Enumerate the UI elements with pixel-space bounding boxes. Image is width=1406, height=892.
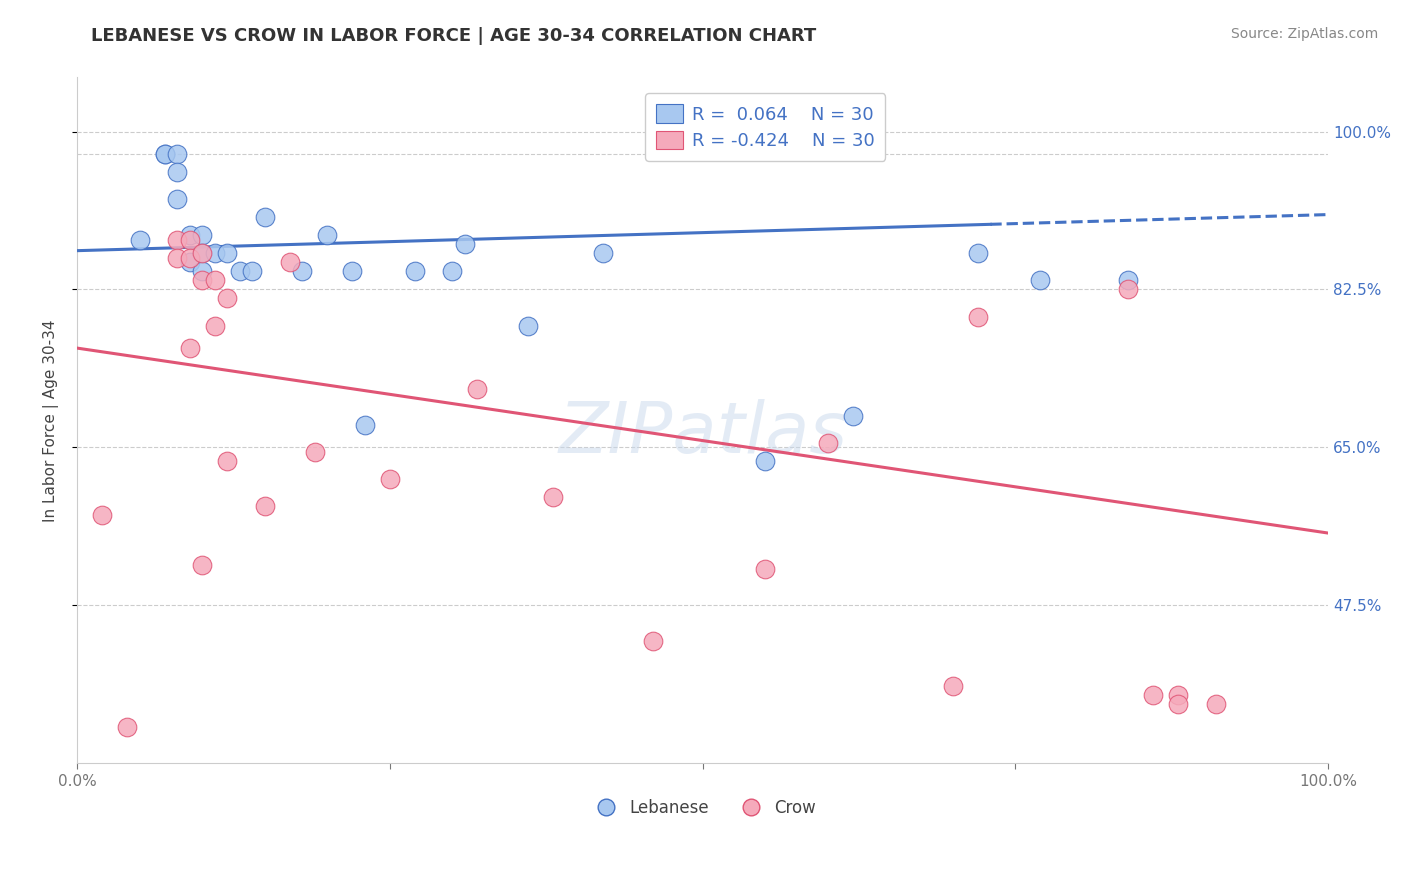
Point: [1167, 689, 1189, 703]
Point: [1116, 273, 1139, 287]
Point: [966, 246, 988, 260]
Point: [217, 246, 239, 260]
Point: [842, 409, 865, 423]
Point: [191, 228, 214, 243]
Point: [204, 318, 226, 333]
Point: [179, 251, 201, 265]
Point: [191, 246, 214, 260]
Point: [179, 228, 201, 243]
Point: [1116, 283, 1139, 297]
Point: [278, 255, 301, 269]
Point: [204, 273, 226, 287]
Point: [291, 264, 314, 278]
Point: [166, 251, 188, 265]
Point: [304, 445, 326, 459]
Point: [754, 562, 776, 576]
Point: [441, 264, 464, 278]
Point: [217, 292, 239, 306]
Point: [342, 264, 364, 278]
Point: [128, 233, 150, 247]
Point: [153, 147, 176, 161]
Point: [942, 680, 965, 694]
Point: [166, 147, 188, 161]
Point: [229, 264, 252, 278]
Point: [91, 508, 114, 522]
Point: [404, 264, 426, 278]
Point: [166, 165, 188, 179]
Point: [191, 264, 214, 278]
Point: [316, 228, 339, 243]
Point: [217, 454, 239, 468]
Point: [454, 237, 477, 252]
Point: [354, 417, 377, 432]
Point: [191, 246, 214, 260]
Point: [378, 472, 401, 486]
Point: [516, 318, 538, 333]
Point: [541, 490, 564, 504]
Point: [115, 720, 138, 734]
Point: [191, 558, 214, 572]
Point: [240, 264, 263, 278]
Text: Source: ZipAtlas.com: Source: ZipAtlas.com: [1230, 27, 1378, 41]
Point: [966, 310, 988, 324]
Point: [754, 454, 776, 468]
Y-axis label: In Labor Force | Age 30-34: In Labor Force | Age 30-34: [44, 319, 59, 522]
Text: LEBANESE VS CROW IN LABOR FORCE | AGE 30-34 CORRELATION CHART: LEBANESE VS CROW IN LABOR FORCE | AGE 30…: [91, 27, 817, 45]
Point: [191, 273, 214, 287]
Point: [1205, 698, 1227, 712]
Point: [179, 341, 201, 355]
Point: [592, 246, 614, 260]
Point: [1142, 689, 1164, 703]
Point: [641, 634, 664, 648]
Point: [1167, 698, 1189, 712]
Legend: Lebanese, Crow: Lebanese, Crow: [583, 792, 823, 823]
Point: [204, 246, 226, 260]
Point: [153, 147, 176, 161]
Text: ZIPatlas: ZIPatlas: [558, 400, 848, 468]
Point: [467, 382, 489, 396]
Point: [817, 435, 839, 450]
Point: [179, 233, 201, 247]
Point: [166, 192, 188, 206]
Point: [179, 255, 201, 269]
Point: [253, 499, 276, 513]
Point: [1029, 273, 1052, 287]
Point: [253, 211, 276, 225]
Point: [166, 233, 188, 247]
